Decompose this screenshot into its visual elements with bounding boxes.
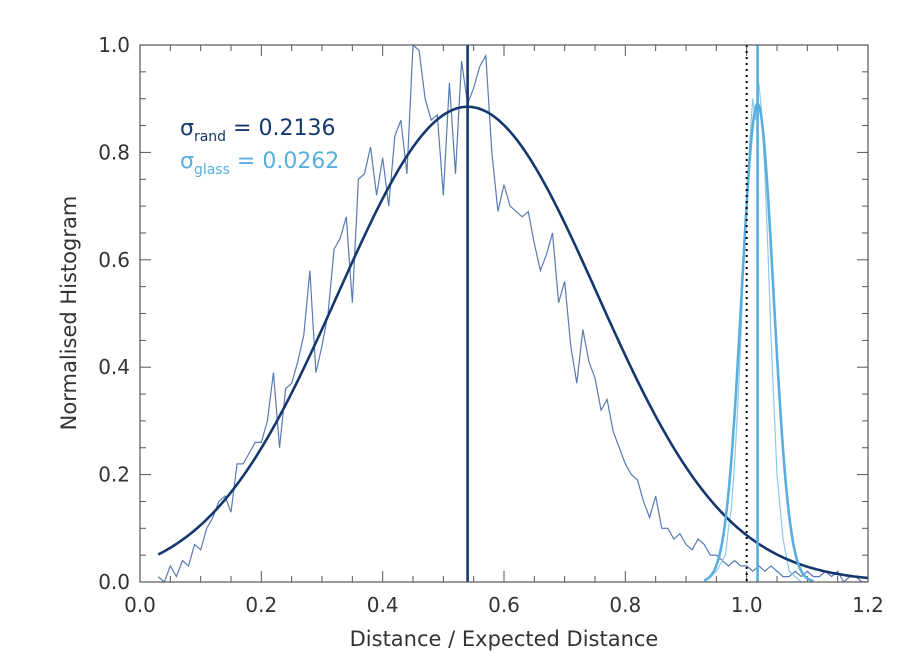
tick-labels: 0.0 0.2 0.4 0.6 0.8 1.0 1.2 0.0 0.2 0.4 0.6 0.8 1.0 [98, 33, 884, 617]
x-axis-title: Distance / Expected Distance [350, 627, 659, 651]
y-tick-label: 0.2 [98, 463, 130, 487]
y-axis-title: Normalised Histogram [57, 196, 81, 431]
sigma-glass-value: = 0.0262 [230, 149, 339, 174]
sigma-rand-value: = 0.2136 [226, 116, 335, 141]
sigma-glass-subscript: glass [194, 162, 230, 178]
rand-histogram-line [157, 45, 868, 582]
y-tick-label: 0.4 [98, 355, 130, 379]
x-tick-label: 0.2 [245, 593, 277, 617]
glass-histogram-line [703, 82, 808, 582]
x-tick-label: 0.8 [609, 593, 641, 617]
y-tick-label: 0.0 [98, 570, 130, 594]
sigma-rand-subscript: rand [194, 129, 226, 145]
y-tick-label: 0.8 [98, 140, 130, 164]
sigma-glass-symbol: σ [180, 149, 194, 174]
x-tick-label: 1.0 [731, 593, 763, 617]
sigma-rand-symbol: σ [180, 116, 194, 141]
rand-gaussian-fit-line [157, 105, 868, 580]
y-tick-label: 0.6 [98, 248, 130, 272]
plot-frame [139, 44, 869, 583]
x-tick-label: 0.6 [488, 593, 520, 617]
x-tick-label: 1.2 [852, 593, 884, 617]
sigma-rand-annotation: σrand = 0.2136 [180, 116, 335, 145]
y-tick-label: 1.0 [98, 33, 130, 57]
plot-area [157, 45, 868, 582]
sigma-glass-annotation: σglass = 0.0262 [180, 149, 339, 178]
x-tick-label: 0.4 [367, 593, 399, 617]
x-tick-label: 0.0 [124, 593, 156, 617]
